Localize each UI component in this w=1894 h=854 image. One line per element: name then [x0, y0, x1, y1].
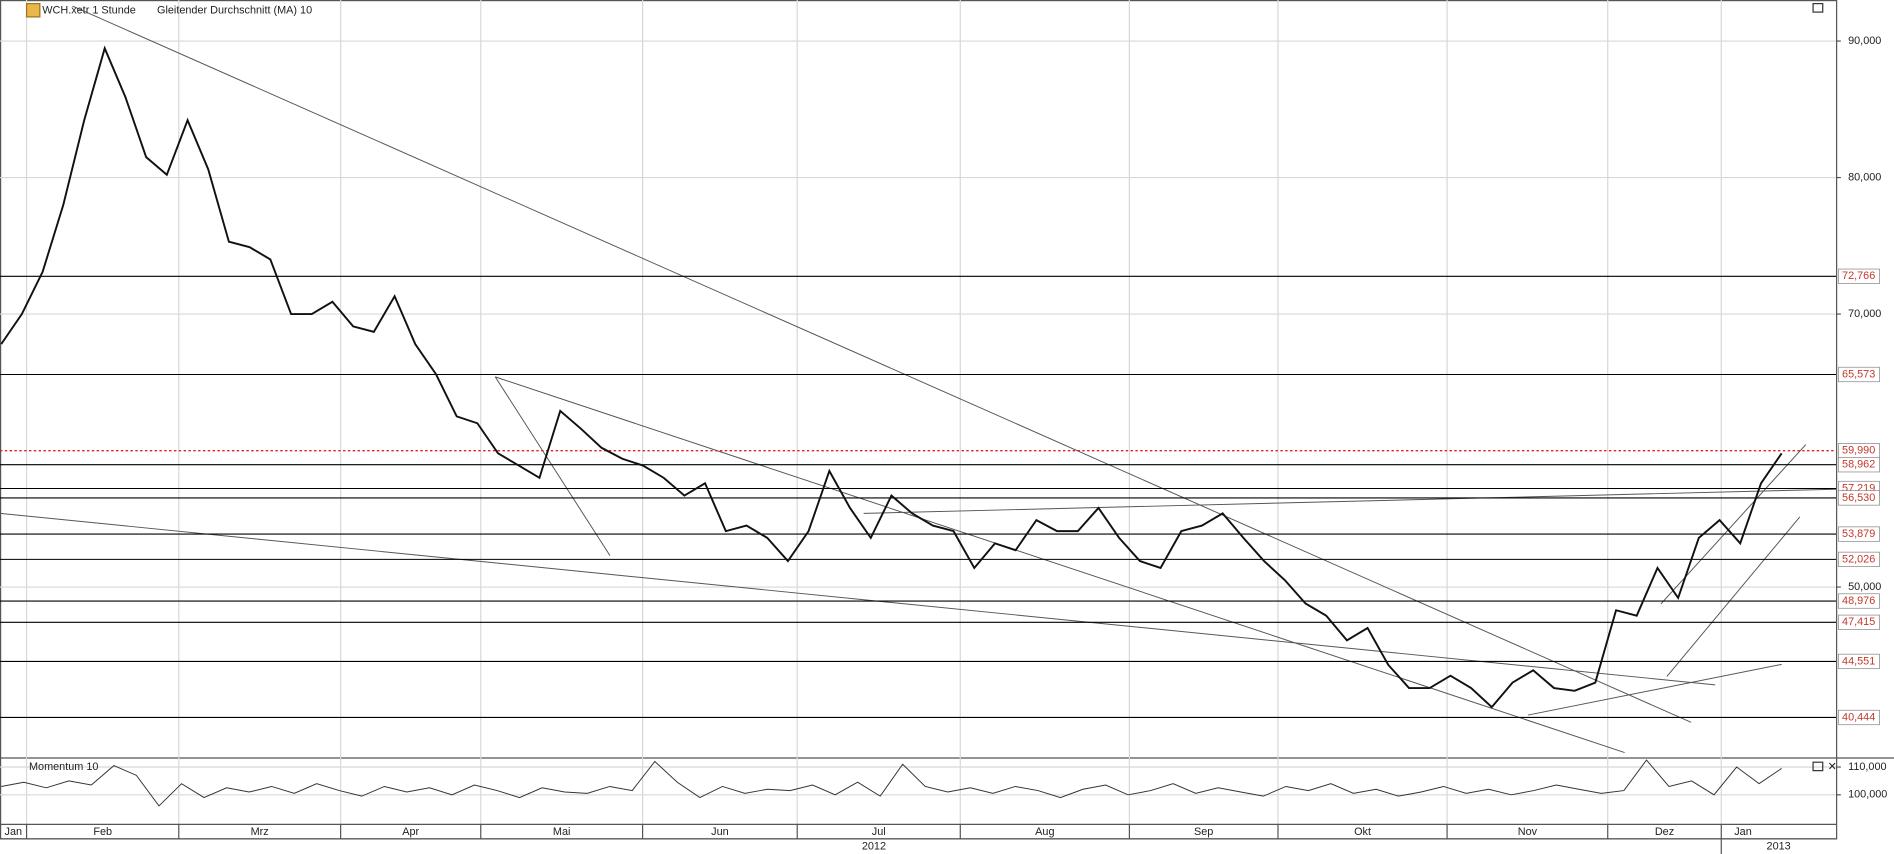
x-tick-label: Okt — [1354, 826, 1371, 838]
x-tick-label: Mai — [553, 826, 571, 838]
y-tick-label: 50,000 — [1848, 581, 1881, 593]
level-label: 40,444 — [1842, 711, 1875, 723]
level-label: 48,976 — [1842, 595, 1875, 607]
trend-line — [72, 5, 1692, 723]
level-label-box — [1838, 614, 1880, 630]
trend-line — [495, 376, 1625, 753]
level-label-box — [1838, 551, 1880, 568]
price-line — [0, 45, 1783, 709]
y-tick-label: 80,000 — [1848, 171, 1881, 183]
trend-line — [494, 376, 611, 556]
level-label-box — [1838, 490, 1880, 506]
level-label: 72,766 — [1842, 270, 1875, 282]
level-label: 59,990 — [1842, 445, 1875, 457]
y-tick-label: 70,000 — [1848, 308, 1881, 320]
x-tick-label: Jan — [5, 826, 23, 838]
x-tick-label: Aug — [1035, 826, 1054, 838]
level-label: 44,551 — [1842, 655, 1875, 667]
level-label-box — [1838, 653, 1880, 670]
level-label-box — [1838, 709, 1880, 726]
level-label: 65,573 — [1842, 368, 1875, 380]
x-tick-label: Jan — [1734, 826, 1752, 838]
x-tick-label: Apr — [402, 826, 419, 838]
x-tick-label: Mrz — [251, 826, 269, 838]
x-tick-label: Jun — [711, 826, 729, 838]
y-tick-label: 100,000 — [1848, 789, 1887, 801]
level-label-box — [1838, 593, 1880, 609]
year-label: 2012 — [862, 841, 886, 853]
symbol-title[interactable]: WCH.xetr 1 Stunde — [42, 5, 136, 17]
year-label: 2013 — [1767, 841, 1791, 853]
x-tick-label: Dez — [1655, 826, 1674, 838]
grid — [0, 0, 1837, 824]
maximize-button[interactable] — [1812, 761, 1824, 772]
trend-line — [1527, 663, 1782, 716]
level-label-box — [1838, 457, 1880, 473]
trend-line — [1666, 516, 1801, 677]
y-tick-label: 90,000 — [1848, 35, 1881, 47]
symbol-icon[interactable] — [25, 3, 41, 18]
level-label-box — [1838, 526, 1880, 542]
trend-line — [863, 488, 1837, 514]
x-tick-label: Sep — [1194, 826, 1213, 838]
frame — [0, 0, 1838, 840]
level-label: 56,530 — [1842, 492, 1875, 504]
momentum-title[interactable]: Momentum 10 — [29, 761, 98, 773]
trend-line — [0, 512, 1716, 686]
x-tick-label: Feb — [93, 826, 112, 838]
level-label-box — [1838, 366, 1880, 383]
maximize-button[interactable] — [1812, 3, 1824, 13]
level-label: 53,879 — [1842, 528, 1875, 540]
level-label: 52,026 — [1842, 553, 1875, 565]
x-tick-label: Jul — [872, 826, 886, 838]
level-label: 47,415 — [1842, 616, 1875, 628]
trend-lines — [0, 5, 1837, 753]
price-line — [1, 759, 1782, 807]
indicator-title[interactable]: Gleitender Durchschnitt (MA) 10 — [157, 5, 312, 17]
y-tick-label: 110,000 — [1848, 761, 1886, 773]
level-label-box — [1838, 268, 1880, 284]
x-tick-label: Nov — [1518, 826, 1538, 838]
close-button[interactable]: ✕ — [1828, 761, 1837, 773]
level-label: 58,962 — [1842, 459, 1875, 471]
